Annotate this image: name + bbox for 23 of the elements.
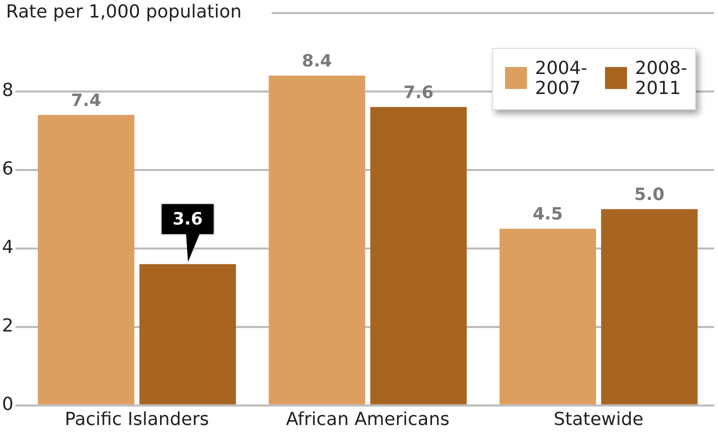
legend-label: 2004-2007	[535, 58, 588, 99]
bar	[370, 107, 467, 404]
y-tick-label: 8	[2, 80, 14, 101]
bar	[268, 76, 366, 404]
data-label: 8.4	[302, 52, 332, 72]
x-tick-label: African Americans	[286, 408, 450, 430]
annotation: 3.6	[172, 209, 203, 230]
y-axis-title: Rate per 1,000 population	[6, 1, 242, 22]
data-label: 7.4	[71, 90, 102, 111]
bar	[38, 114, 134, 404]
bar	[139, 264, 236, 404]
bar	[601, 209, 698, 404]
y-tick-label: 2	[2, 316, 14, 337]
data-label: 4.5	[532, 204, 563, 225]
legend-label: 2008-2011	[635, 58, 688, 99]
data-label: 7.6	[403, 82, 434, 103]
x-tick-label: Statewide	[554, 408, 644, 430]
y-tick-label: 4	[2, 237, 14, 258]
bar	[500, 228, 596, 404]
x-tick-label: Pacific Islanders	[64, 408, 210, 430]
data-label: 5.0	[634, 185, 665, 206]
y-tick-label: 0	[2, 394, 14, 416]
y-tick-label: 6	[2, 158, 14, 180]
